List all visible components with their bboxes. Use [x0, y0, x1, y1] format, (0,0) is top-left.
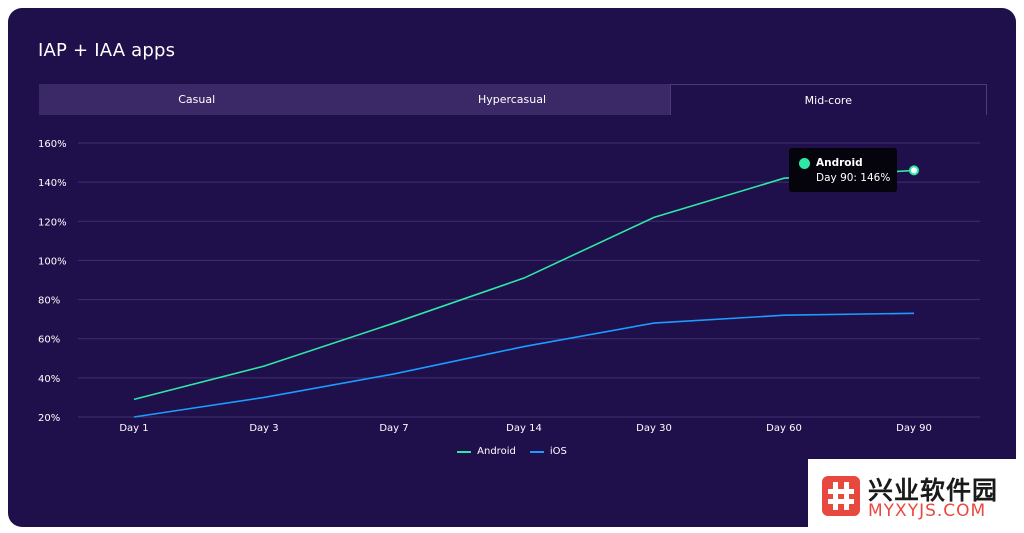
- chart-card: IAP + IAA apps Casual Hypercasual Mid-co…: [8, 8, 1016, 527]
- y-tick-label-1: 40%: [38, 374, 60, 385]
- y-tick-label-6: 140%: [38, 178, 67, 189]
- watermark-text-cn: 兴业软件园: [868, 476, 999, 505]
- tab-mid-core[interactable]: Mid-core: [669, 84, 987, 115]
- legend-label-ios: iOS: [549, 446, 567, 457]
- highlight-point-android-day-90: [909, 165, 919, 176]
- watermark-text-en: MYXYJS.COM: [868, 501, 987, 521]
- tab-hypercasual[interactable]: Hypercasual: [354, 84, 670, 115]
- series-line-ios: [133, 312, 915, 418]
- tab-casual[interactable]: Casual: [39, 84, 355, 115]
- y-tick-label-3: 80%: [38, 296, 60, 307]
- x-tick-label-6: Day 90: [896, 423, 932, 434]
- data-tooltip: Android Day 90: 146%: [789, 148, 897, 192]
- line-chart: 20% 40% 60% 80% 100% 120% 140% 160% Day 1 Day 3 Da…: [38, 139, 980, 434]
- x-tick-label-2: Day 7: [379, 423, 408, 434]
- tooltip-series-name: Android: [816, 157, 863, 169]
- x-tick-label-4: Day 30: [636, 423, 672, 434]
- legend-item-android[interactable]: Android: [457, 446, 516, 457]
- legend-swatch-android: [457, 450, 472, 453]
- series-line-android: [133, 169, 915, 401]
- x-tick-label-3: Day 14: [506, 423, 542, 434]
- tooltip-value: Day 90: 146%: [816, 172, 891, 184]
- x-tick-label-5: Day 60: [766, 423, 802, 434]
- legend-label-android: Android: [477, 446, 516, 457]
- y-tick-label-5: 120%: [38, 217, 67, 228]
- x-tick-label-0: Day 1: [119, 423, 148, 434]
- y-tick-label-7: 160%: [38, 139, 67, 150]
- watermark-logo-icon: [822, 476, 860, 516]
- y-tick-label-4: 100%: [38, 256, 67, 267]
- legend-swatch-ios: [529, 450, 544, 453]
- tooltip-series-dot: [799, 158, 810, 169]
- x-tick-label-1: Day 3: [249, 423, 278, 434]
- y-tick-label-0: 20%: [38, 413, 60, 424]
- chart-legend: Android iOS: [8, 446, 1016, 457]
- watermark: 兴业软件园 MYXYJS.COM: [808, 459, 1024, 533]
- segment-tabs: Casual Hypercasual Mid-core: [39, 84, 987, 115]
- legend-item-ios[interactable]: iOS: [529, 446, 567, 457]
- chart-title: IAP + IAA apps: [38, 40, 176, 61]
- y-tick-label-2: 60%: [38, 335, 60, 346]
